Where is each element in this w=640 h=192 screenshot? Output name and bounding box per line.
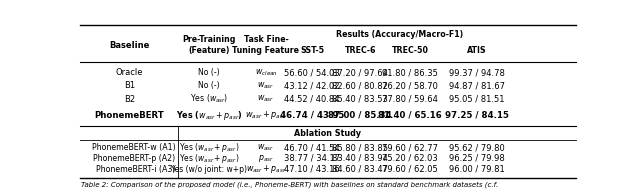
Text: 95.62 / 79.80: 95.62 / 79.80 bbox=[449, 143, 505, 152]
Text: 56.60 / 54.03: 56.60 / 54.03 bbox=[284, 68, 340, 77]
Text: 87.00 / 85.34: 87.00 / 85.34 bbox=[328, 111, 392, 120]
Text: $p_{asr}$: $p_{asr}$ bbox=[258, 153, 274, 164]
Text: 79.60 / 62.05: 79.60 / 62.05 bbox=[382, 165, 438, 174]
Text: No (-): No (-) bbox=[198, 81, 220, 90]
Text: 46.74 / 43.95: 46.74 / 43.95 bbox=[280, 111, 344, 120]
Text: 46.70 / 41.54: 46.70 / 41.54 bbox=[284, 143, 340, 152]
Text: $w_{asr}$: $w_{asr}$ bbox=[257, 81, 275, 91]
Text: 99.37 / 94.78: 99.37 / 94.78 bbox=[449, 68, 505, 77]
Text: 75.20 / 62.03: 75.20 / 62.03 bbox=[382, 154, 438, 163]
Text: TREC-50: TREC-50 bbox=[392, 46, 428, 55]
Text: Baseline: Baseline bbox=[109, 41, 150, 50]
Text: 81.40 / 65.16: 81.40 / 65.16 bbox=[378, 111, 442, 120]
Text: 83.40 / 83.94: 83.40 / 83.94 bbox=[332, 154, 388, 163]
Text: Pre-Training
(Feature): Pre-Training (Feature) bbox=[182, 35, 236, 55]
Text: 82.60 / 80.82: 82.60 / 80.82 bbox=[332, 81, 388, 90]
Text: 38.77 / 34.17: 38.77 / 34.17 bbox=[284, 154, 340, 163]
Text: B1: B1 bbox=[124, 81, 135, 90]
Text: Yes ($w_{asr}+p_{asr}$): Yes ($w_{asr}+p_{asr}$) bbox=[179, 152, 239, 165]
Text: 96.00 / 79.81: 96.00 / 79.81 bbox=[449, 165, 505, 174]
Text: 94.87 / 81.67: 94.87 / 81.67 bbox=[449, 81, 505, 90]
Text: 96.25 / 79.98: 96.25 / 79.98 bbox=[449, 154, 505, 163]
Text: Table 2: Comparison of the proposed model (i.e., Phoneme-BERT) with baselines on: Table 2: Comparison of the proposed mode… bbox=[81, 182, 499, 188]
Text: TREC-6: TREC-6 bbox=[344, 46, 376, 55]
Text: No (-): No (-) bbox=[198, 68, 220, 77]
Text: Yes ($w_{asr}$): Yes ($w_{asr}$) bbox=[190, 93, 228, 105]
Text: 47.10 / 43.16: 47.10 / 43.16 bbox=[284, 165, 340, 174]
Text: 85.40 / 83.53: 85.40 / 83.53 bbox=[332, 95, 388, 104]
Text: ATIS: ATIS bbox=[467, 46, 486, 55]
Text: $w_{asr}+p_{asr}$: $w_{asr}+p_{asr}$ bbox=[245, 109, 287, 122]
Text: 85.80 / 83.85: 85.80 / 83.85 bbox=[332, 143, 388, 152]
Text: 91.80 / 86.35: 91.80 / 86.35 bbox=[382, 68, 438, 77]
Text: PhonemeBERT-w (A1): PhonemeBERT-w (A1) bbox=[92, 143, 175, 152]
Text: $w_{asr}+p_{asr}$: $w_{asr}+p_{asr}$ bbox=[246, 163, 286, 175]
Text: SST-5: SST-5 bbox=[300, 46, 324, 55]
Text: $w_{asr}$: $w_{asr}$ bbox=[257, 94, 275, 104]
Text: 43.12 / 42.02: 43.12 / 42.02 bbox=[284, 81, 340, 90]
Text: PhonemeBERT-p (A2): PhonemeBERT-p (A2) bbox=[93, 154, 175, 163]
Text: 97.25 / 84.15: 97.25 / 84.15 bbox=[445, 111, 509, 120]
Text: 95.05 / 81.51: 95.05 / 81.51 bbox=[449, 95, 504, 104]
Text: $w_{clean}$: $w_{clean}$ bbox=[255, 67, 278, 78]
Text: PhonemeBERT-i (A3): PhonemeBERT-i (A3) bbox=[96, 165, 175, 174]
Text: Results (Accuracy/Macro-F1): Results (Accuracy/Macro-F1) bbox=[336, 30, 463, 39]
Text: $w_{asr}$: $w_{asr}$ bbox=[257, 143, 275, 153]
Text: 84.60 / 83.47: 84.60 / 83.47 bbox=[332, 165, 388, 174]
Text: Task Fine-
Tuning Feature: Task Fine- Tuning Feature bbox=[232, 35, 300, 55]
Text: 76.20 / 58.70: 76.20 / 58.70 bbox=[382, 81, 438, 90]
Text: 79.60 / 62.77: 79.60 / 62.77 bbox=[382, 143, 438, 152]
Text: Yes (w/o joint: w+p): Yes (w/o joint: w+p) bbox=[171, 165, 247, 174]
Text: 44.52 / 40.84: 44.52 / 40.84 bbox=[284, 95, 340, 104]
Text: PhonemeBERT: PhonemeBERT bbox=[95, 111, 164, 120]
Text: Yes ($w_{asr}+p_{asr}$): Yes ($w_{asr}+p_{asr}$) bbox=[175, 109, 243, 122]
Text: Oracle: Oracle bbox=[116, 68, 143, 77]
Text: Yes ($w_{asr}+p_{asr}$): Yes ($w_{asr}+p_{asr}$) bbox=[179, 142, 239, 155]
Text: 77.80 / 59.64: 77.80 / 59.64 bbox=[382, 95, 438, 104]
Text: 87.20 / 97.64: 87.20 / 97.64 bbox=[332, 68, 388, 77]
Text: Ablation Study: Ablation Study bbox=[294, 129, 362, 138]
Text: B2: B2 bbox=[124, 95, 135, 104]
